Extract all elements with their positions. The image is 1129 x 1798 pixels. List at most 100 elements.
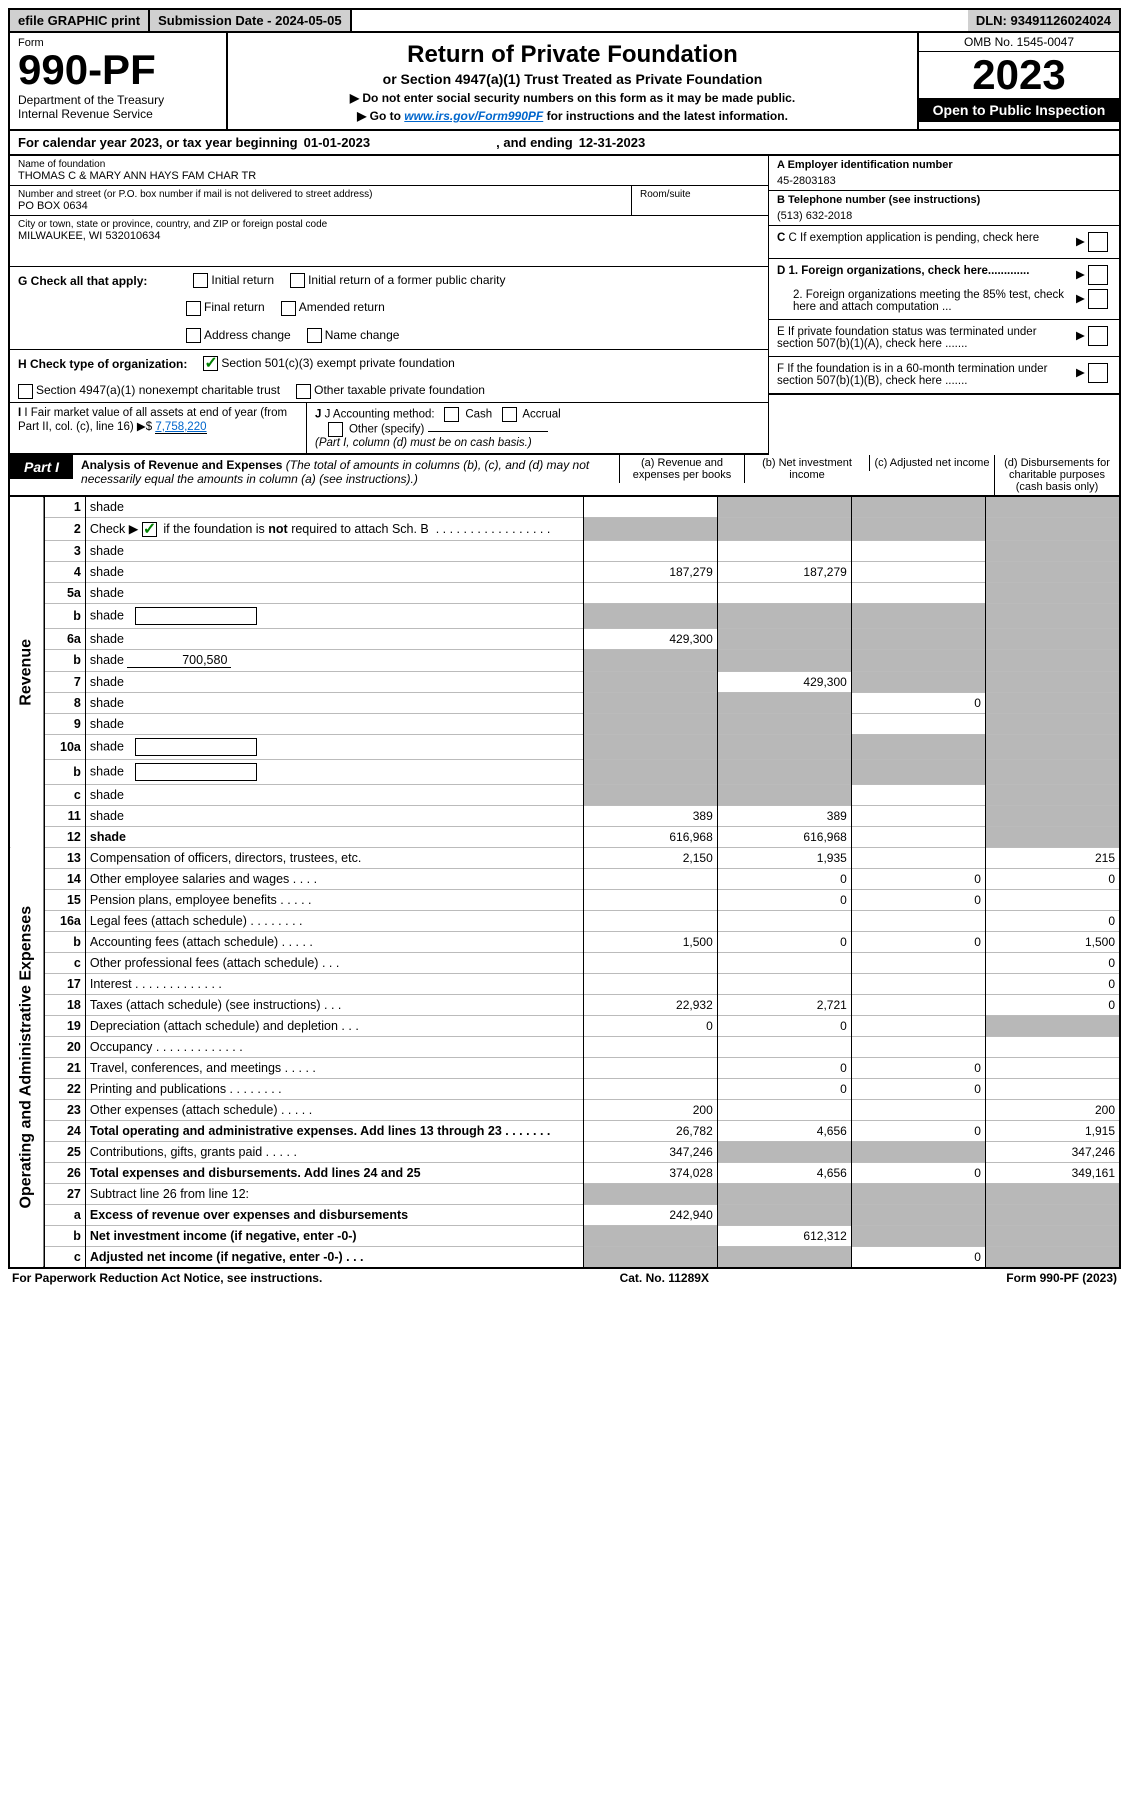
value-cell (985, 889, 1120, 910)
open-public-badge: Open to Public Inspection (919, 98, 1119, 122)
cbox-amended-return[interactable] (281, 301, 296, 316)
value-cell (851, 973, 985, 994)
table-row: 14Other employee salaries and wages . . … (9, 868, 1120, 889)
line-description: Subtract line 26 from line 12: (85, 1183, 583, 1204)
value-cell (583, 784, 717, 805)
cbox-address-change[interactable] (186, 328, 201, 343)
value-cell (985, 628, 1120, 649)
cbox-e[interactable] (1088, 326, 1108, 346)
value-cell: 2,150 (583, 847, 717, 868)
cbox-c[interactable] (1088, 232, 1108, 252)
value-cell: 0 (851, 692, 985, 713)
irs: Internal Revenue Service (18, 107, 218, 121)
value-cell (717, 1141, 851, 1162)
cbox-cash[interactable] (444, 407, 459, 422)
line-description: Taxes (attach schedule) (see instruction… (85, 994, 583, 1015)
table-row: bAccounting fees (attach schedule) . . .… (9, 931, 1120, 952)
value-cell (851, 582, 985, 603)
value-cell: 0 (851, 1057, 985, 1078)
line-description: Travel, conferences, and meetings . . . … (85, 1057, 583, 1078)
cbox-name-change[interactable] (307, 328, 322, 343)
side-label: Revenue (9, 497, 44, 848)
line-description: Excess of revenue over expenses and disb… (85, 1204, 583, 1225)
cbox-4947[interactable] (18, 384, 33, 399)
value-cell (985, 671, 1120, 692)
value-cell (717, 603, 851, 628)
cbox-501c3[interactable] (203, 356, 218, 371)
table-row: 17Interest . . . . . . . . . . . . .0 (9, 973, 1120, 994)
cbox-accrual[interactable] (502, 407, 517, 422)
value-cell: 0 (851, 868, 985, 889)
value-cell (851, 671, 985, 692)
page-footer: For Paperwork Reduction Act Notice, see … (8, 1269, 1121, 1287)
table-row: 19Depreciation (attach schedule) and dep… (9, 1015, 1120, 1036)
value-cell (717, 713, 851, 734)
value-cell: 349,161 (985, 1162, 1120, 1183)
value-cell: 187,279 (583, 561, 717, 582)
cbox-final-return[interactable] (186, 301, 201, 316)
value-cell: 0 (985, 973, 1120, 994)
value-cell: 0 (717, 931, 851, 952)
efile-print[interactable]: efile GRAPHIC print (10, 10, 150, 31)
cbox-f[interactable] (1088, 363, 1108, 383)
footer-mid: Cat. No. 11289X (620, 1271, 709, 1285)
value-cell (985, 805, 1120, 826)
value-cell (985, 517, 1120, 540)
value-cell (851, 497, 985, 518)
line-number: b (44, 931, 85, 952)
value-cell (583, 952, 717, 973)
value-cell (851, 784, 985, 805)
value-cell (851, 628, 985, 649)
value-cell (985, 1057, 1120, 1078)
value-cell: 4,656 (717, 1162, 851, 1183)
cbox-other-method[interactable] (328, 422, 343, 437)
part1-table: Revenue1shade2Check ▶ if the foundation … (8, 497, 1121, 1269)
cbox-other-taxable[interactable] (296, 384, 311, 399)
part1-badge: Part I (10, 455, 73, 479)
ein-value: 45-2803183 (777, 171, 1111, 187)
table-row: bNet investment income (if negative, ent… (9, 1225, 1120, 1246)
line-description: Other expenses (attach schedule) . . . .… (85, 1099, 583, 1120)
value-cell (985, 1036, 1120, 1057)
line-description: Accounting fees (attach schedule) . . . … (85, 931, 583, 952)
value-cell (851, 1225, 985, 1246)
value-cell (583, 1246, 717, 1268)
value-cell (985, 1078, 1120, 1099)
form-subtitle: or Section 4947(a)(1) Trust Treated as P… (234, 71, 911, 87)
year-end: 12-31-2023 (579, 135, 646, 150)
value-cell (717, 734, 851, 759)
line-number: 6a (44, 628, 85, 649)
value-cell (583, 734, 717, 759)
g-label: G Check all that apply: (18, 274, 147, 288)
cbox-d2[interactable] (1088, 289, 1108, 309)
line-number: 21 (44, 1057, 85, 1078)
line-description: shade (85, 603, 583, 628)
cbox-d1[interactable] (1088, 265, 1108, 285)
cbox-initial-former[interactable] (290, 273, 305, 288)
line-description: shade (85, 540, 583, 561)
table-row: cshade (9, 784, 1120, 805)
line-number: 1 (44, 497, 85, 518)
line-description: Other employee salaries and wages . . . … (85, 868, 583, 889)
col-b-header: (b) Net investment income (744, 455, 869, 483)
value-cell (985, 1204, 1120, 1225)
cbox-sch-b[interactable] (142, 522, 157, 537)
dept: Department of the Treasury (18, 93, 218, 107)
value-cell: 429,300 (583, 628, 717, 649)
table-row: 10ashade (9, 734, 1120, 759)
line-number: 14 (44, 868, 85, 889)
value-cell (851, 1036, 985, 1057)
irs-link[interactable]: www.irs.gov/Form990PF (404, 109, 543, 123)
value-cell (583, 692, 717, 713)
line-description: Net investment income (if negative, ente… (85, 1225, 583, 1246)
value-cell: 1,500 (583, 931, 717, 952)
line-number: 27 (44, 1183, 85, 1204)
h-check-row: H Check type of organization: Section 50… (10, 350, 768, 403)
cbox-initial-return[interactable] (193, 273, 208, 288)
value-cell: 389 (717, 805, 851, 826)
line-description: Total expenses and disbursements. Add li… (85, 1162, 583, 1183)
fmv-link[interactable]: 7,758,220 (155, 421, 206, 434)
value-cell (583, 868, 717, 889)
value-cell (583, 517, 717, 540)
line-number: c (44, 952, 85, 973)
